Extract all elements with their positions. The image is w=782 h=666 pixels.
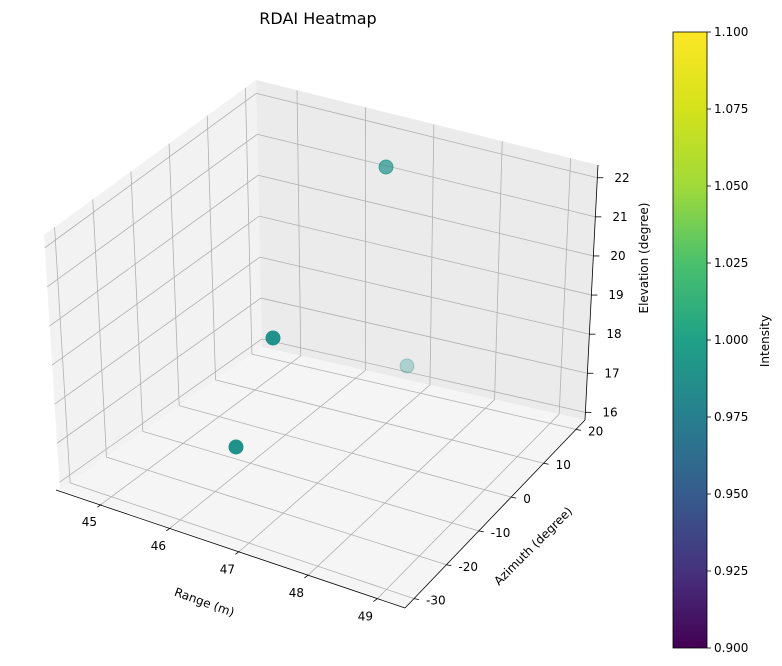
colorbar: [672, 31, 708, 649]
x-tick-label: 49: [358, 610, 373, 624]
left-wall-pane: [44, 80, 262, 490]
z-tick-label: 21: [612, 210, 627, 224]
grid-lines: [44, 87, 598, 599]
x-tick-label: 46: [151, 539, 166, 553]
y-tick-label: -30: [426, 594, 446, 608]
colorbar-label: Intensity: [758, 315, 772, 367]
y-axis-label: Azimuth (degree): [491, 504, 575, 588]
axes-edges: [55, 164, 599, 609]
y-axis-ticks: -30 -20 -10 0 10 20: [413, 424, 603, 608]
y-tick-label: 0: [523, 492, 531, 506]
z-tick-label: 18: [606, 327, 621, 341]
x-axis-ticks: 45 46 47 48 49: [82, 503, 378, 624]
back-wall-pane: [256, 80, 598, 420]
y-tick-label: 20: [588, 424, 603, 438]
scatter-point: [265, 330, 281, 346]
colorbar-tick-label: 0.925: [714, 564, 748, 578]
x-tick-label: 47: [220, 562, 235, 576]
z-tick-label: 17: [604, 366, 619, 380]
x-tick-label: 48: [289, 586, 304, 600]
colorbar-tick-label: 1.050: [714, 179, 748, 193]
y-tick-label: 10: [556, 458, 571, 472]
x-axis-label: Range (m): [172, 585, 236, 620]
z-tick-label: 19: [608, 288, 623, 302]
colorbar-ticks: 0.900 0.925 0.950 0.975 1.000 1.025 1.050 1.075…: [707, 25, 748, 655]
colorbar-tick-label: 1.025: [714, 256, 748, 270]
scatter-point: [399, 358, 415, 374]
x-tick-label: 45: [82, 515, 97, 529]
z-tick-label: 22: [614, 171, 629, 185]
z-axis-label: Elevation (degree): [637, 203, 651, 314]
colorbar-tick-label: 1.100: [714, 25, 748, 39]
y-tick-label: -20: [458, 560, 478, 574]
z-tick-label: 20: [610, 249, 625, 263]
floor-pane: [60, 347, 585, 608]
y-tick-label: -10: [491, 526, 511, 540]
colorbar-tick-label: 0.950: [714, 487, 748, 501]
z-axis-ticks: 16 17 18 19 20 21 22: [585, 171, 630, 419]
scatter-point: [378, 159, 394, 175]
scatter-point: [228, 439, 244, 455]
colorbar-tick-label: 1.000: [714, 333, 748, 347]
colorbar-tick-label: 1.075: [714, 102, 748, 116]
scatter-points: [228, 159, 415, 455]
chart-title: RDAI Heatmap: [259, 9, 376, 28]
colorbar-tick-label: 0.900: [714, 641, 748, 655]
z-tick-label: 16: [602, 405, 617, 419]
colorbar-tick-label: 0.975: [714, 410, 748, 424]
